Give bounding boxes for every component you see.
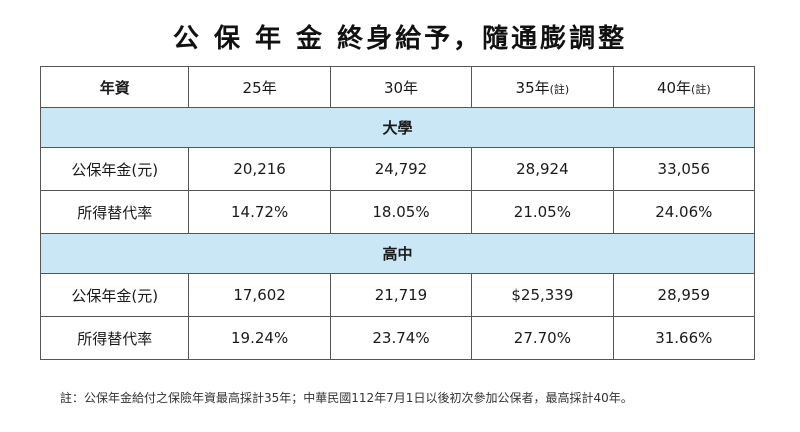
header-col-40: 40年(註) <box>612 66 756 108</box>
table-row: 公保年金(元) 20,216 24,792 28,924 33,056 <box>39 147 756 191</box>
section-row-university: 大學 <box>40 107 755 148</box>
table-cell: 28,959 <box>612 273 756 317</box>
table-cell: 17,602 <box>188 273 331 317</box>
header-col-35: 35年(註) <box>471 66 614 108</box>
header-note: (註) <box>691 82 711 96</box>
table-cell: 20,216 <box>188 147 331 191</box>
footnote: 註：公保年金給付之保險年資最高採計35年；中華民國112年7月1日以後初次參加公… <box>60 391 633 405</box>
header-note: (註) <box>549 82 570 96</box>
section-row-high-school: 高中 <box>40 233 755 274</box>
table-cell: 19.24% <box>188 316 331 360</box>
row-label: 公保年金(元) <box>39 147 190 191</box>
section-title: 大學 <box>40 107 755 148</box>
header-label: 年資 <box>39 66 190 108</box>
table-cell: 31.66% <box>612 316 756 360</box>
table-cell: 21.05% <box>471 190 614 234</box>
page-title: 公 保 年 金 終身給予，隨通膨調整 <box>172 24 628 54</box>
row-label: 所得替代率 <box>39 316 190 360</box>
row-label: 公保年金(元) <box>39 273 190 317</box>
table-cell: 14.72% <box>188 190 331 234</box>
table-cell: 33,056 <box>612 147 756 191</box>
table-cell: 28,924 <box>471 147 614 191</box>
table-cell: 27.70% <box>471 316 614 360</box>
pension-table: 年資 25年 30年 35年(註) 40年(註) 大學 公保年金(元) 20,2… <box>39 66 756 360</box>
header-col-25: 25年 <box>188 66 331 108</box>
row-label: 所得替代率 <box>39 190 190 234</box>
table-header-row: 年資 25年 30年 35年(註) 40年(註) <box>39 66 756 108</box>
table-cell: 23.74% <box>329 316 473 360</box>
table-cell: 24,792 <box>329 147 473 191</box>
table-cell: 21,719 <box>329 273 473 317</box>
table-cell: 24.06% <box>612 190 756 234</box>
table-row: 公保年金(元) 17,602 21,719 $25,339 28,959 <box>39 273 756 317</box>
table-row: 所得替代率 19.24% 23.74% 27.70% 31.66% <box>39 316 756 360</box>
table-cell: 18.05% <box>329 190 473 234</box>
table-row: 所得替代率 14.72% 18.05% 21.05% 24.06% <box>39 190 756 234</box>
section-title: 高中 <box>40 233 755 274</box>
header-col-30: 30年 <box>329 66 473 108</box>
table-cell: $25,339 <box>471 273 614 317</box>
